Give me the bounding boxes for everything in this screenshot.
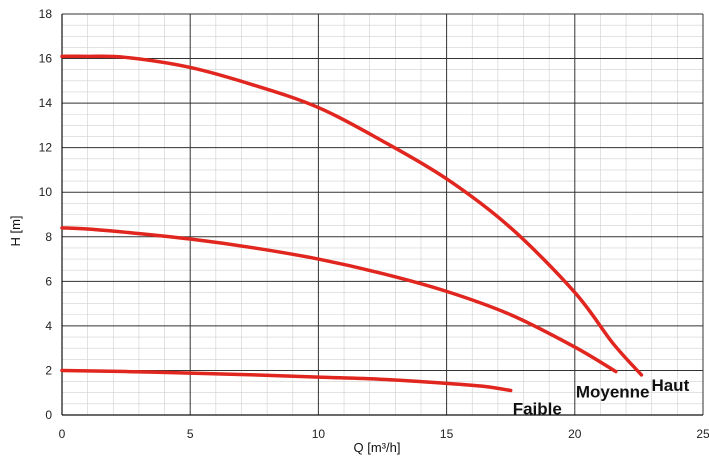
y-axis-ticks: 0 2 4 6 8 10 12 14 16 18 bbox=[39, 7, 53, 422]
y-tick-label: 16 bbox=[39, 52, 53, 66]
series-layer bbox=[60, 54, 644, 393]
y-tick-label: 0 bbox=[45, 408, 52, 422]
series-line-haut bbox=[60, 54, 644, 377]
series-label-moyenne: Moyenne bbox=[576, 383, 650, 402]
x-tick-label: 20 bbox=[568, 427, 582, 441]
y-tick-label: 14 bbox=[39, 96, 53, 110]
y-tick-label: 8 bbox=[45, 230, 52, 244]
series-label-faible: Faible bbox=[513, 399, 562, 418]
y-tick-label: 18 bbox=[39, 7, 53, 21]
y-tick-label: 2 bbox=[45, 363, 52, 377]
y-tick-label: 10 bbox=[39, 185, 53, 199]
y-tick-label: 6 bbox=[45, 274, 52, 288]
series-line-faible bbox=[60, 368, 513, 393]
x-tick-label: 0 bbox=[59, 427, 66, 441]
series-line-moyenne bbox=[60, 226, 618, 374]
y-axis-title: H [m] bbox=[8, 215, 23, 246]
y-tick-label: 4 bbox=[45, 319, 52, 333]
x-tick-label: 10 bbox=[312, 427, 326, 441]
series-label-haut: Haut bbox=[651, 376, 689, 395]
x-axis-title: Q [m³/h] bbox=[354, 440, 401, 455]
x-tick-label: 25 bbox=[696, 427, 709, 441]
minor-grid bbox=[62, 14, 703, 415]
x-tick-label: 5 bbox=[187, 427, 194, 441]
y-tick-label: 12 bbox=[39, 141, 53, 155]
x-tick-label: 15 bbox=[440, 427, 454, 441]
x-axis-ticks: 0 5 10 15 20 25 bbox=[59, 427, 709, 441]
